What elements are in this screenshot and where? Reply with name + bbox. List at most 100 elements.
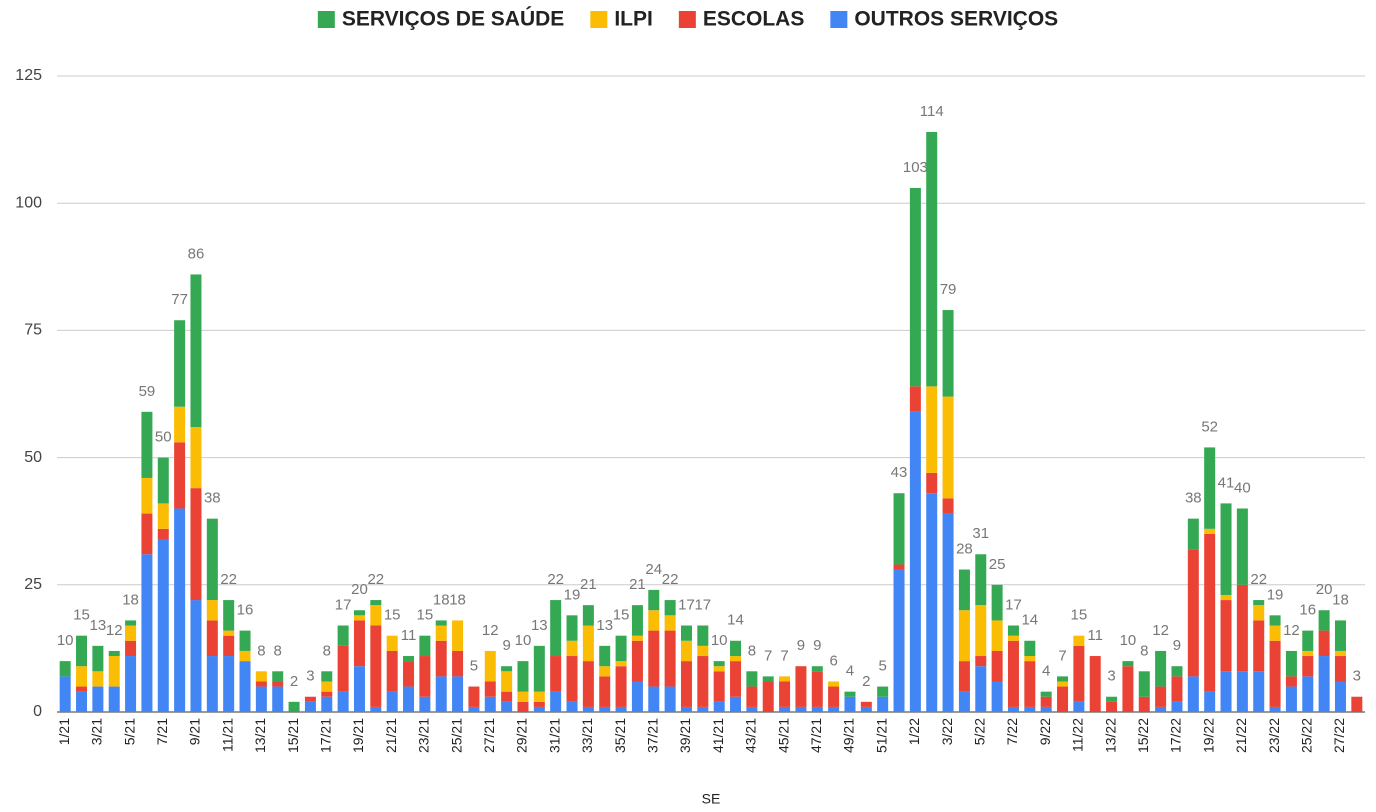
bar-segment — [59, 661, 71, 677]
total-label: 13 — [596, 617, 613, 634]
bar-segment — [468, 706, 480, 712]
total-label: 3 — [1107, 668, 1115, 685]
bar-segment — [517, 701, 529, 712]
bar-segment — [550, 691, 562, 712]
bar-segment — [125, 640, 137, 657]
bar-segment — [190, 600, 202, 712]
bar-segment — [991, 584, 1003, 621]
bar-segment — [533, 706, 545, 712]
bar-segment — [1057, 676, 1069, 682]
x-tick-label: 7/22 — [1004, 718, 1020, 745]
x-tick-label: 29/21 — [514, 718, 530, 753]
bar-segment — [713, 666, 725, 672]
bar-segment — [239, 661, 251, 712]
bar-segment — [1171, 676, 1183, 702]
total-label: 5 — [879, 658, 887, 675]
x-tick-label: 17/21 — [317, 718, 333, 753]
bar-segment — [1236, 671, 1248, 712]
bar-segment — [1318, 610, 1330, 631]
bar-segment — [370, 625, 382, 707]
total-label: 22 — [547, 571, 564, 588]
bar-segment — [223, 600, 235, 631]
bar-segment — [1302, 630, 1314, 651]
bar-segment — [206, 518, 218, 601]
bar-segment — [828, 686, 840, 707]
total-label: 13 — [531, 617, 548, 634]
bar-segment — [1187, 549, 1199, 677]
bar-segment — [255, 686, 267, 712]
total-label: 15 — [1071, 607, 1088, 624]
bar-segment — [713, 701, 725, 712]
total-label: 18 — [122, 591, 139, 608]
bar-segment — [926, 131, 938, 387]
total-label: 11 — [401, 627, 417, 644]
total-label: 15 — [384, 607, 401, 624]
legend-swatch — [317, 11, 335, 28]
bar-segment — [125, 625, 137, 641]
bar-segment — [582, 661, 594, 707]
y-tick-label: 0 — [33, 703, 42, 720]
bar-segment — [1007, 635, 1019, 641]
total-label: 79 — [940, 281, 957, 298]
y-tick-label: 25 — [24, 576, 42, 593]
bar-segment — [1138, 671, 1150, 697]
bar-segment — [1253, 605, 1265, 621]
bar-segment — [452, 620, 464, 651]
bar-segment — [1155, 650, 1167, 687]
bar-segment — [1351, 696, 1363, 712]
bar-segment — [484, 650, 496, 682]
total-label: 18 — [449, 591, 466, 608]
bar-segment — [926, 493, 938, 712]
bar-segment — [1106, 701, 1118, 712]
bar-segment — [206, 620, 218, 657]
bar-segment — [1155, 686, 1167, 707]
bar-segment — [893, 569, 905, 712]
bar-segment — [419, 656, 431, 697]
bar-segment — [337, 625, 349, 646]
bar-segment — [452, 650, 464, 677]
x-tick-label: 27/21 — [481, 718, 497, 753]
total-label: 20 — [351, 581, 368, 598]
bar-segment — [648, 686, 660, 712]
x-tick-label: 5/21 — [121, 718, 137, 745]
y-tick-label: 125 — [15, 67, 42, 84]
total-label: 31 — [972, 525, 989, 542]
total-label: 9 — [502, 637, 510, 654]
bar-segment — [648, 610, 660, 631]
total-label: 8 — [1140, 642, 1148, 659]
bar-segment — [1302, 650, 1314, 657]
bar-segment — [501, 691, 513, 702]
bar-segment — [958, 569, 970, 611]
bar-segment — [141, 477, 153, 514]
bar-segment — [223, 656, 235, 712]
x-tick-label: 15/22 — [1135, 718, 1151, 753]
total-label: 43 — [891, 464, 908, 481]
total-label: 16 — [1299, 602, 1316, 619]
bar-segment — [942, 310, 954, 397]
x-tick-label: 25/22 — [1298, 718, 1314, 753]
total-label: 22 — [662, 571, 679, 588]
bar-segment — [1057, 681, 1069, 687]
bar-segment — [108, 650, 120, 657]
x-tick-label: 25/21 — [448, 718, 464, 753]
x-tick-label: 39/21 — [677, 718, 693, 753]
bar-segment — [631, 681, 643, 712]
bar-segment — [1007, 706, 1019, 712]
x-tick-label: 37/21 — [644, 718, 660, 753]
bar-segment — [484, 696, 496, 712]
bar-segment — [1269, 640, 1281, 707]
bar-segment — [1334, 650, 1346, 657]
bar-segment — [174, 508, 186, 712]
bar-segment — [975, 554, 987, 606]
bar-segment — [615, 666, 627, 707]
bar-segment — [991, 681, 1003, 712]
y-tick-label: 100 — [15, 194, 42, 211]
bar-segment — [517, 661, 529, 692]
x-tick-label: 27/22 — [1331, 718, 1347, 753]
bar-segment — [713, 661, 725, 667]
bar-segment — [762, 681, 774, 712]
bar-segment — [1040, 696, 1052, 707]
total-label: 9 — [813, 637, 821, 654]
bar-segment — [1057, 686, 1069, 712]
bar-segment — [615, 661, 627, 667]
